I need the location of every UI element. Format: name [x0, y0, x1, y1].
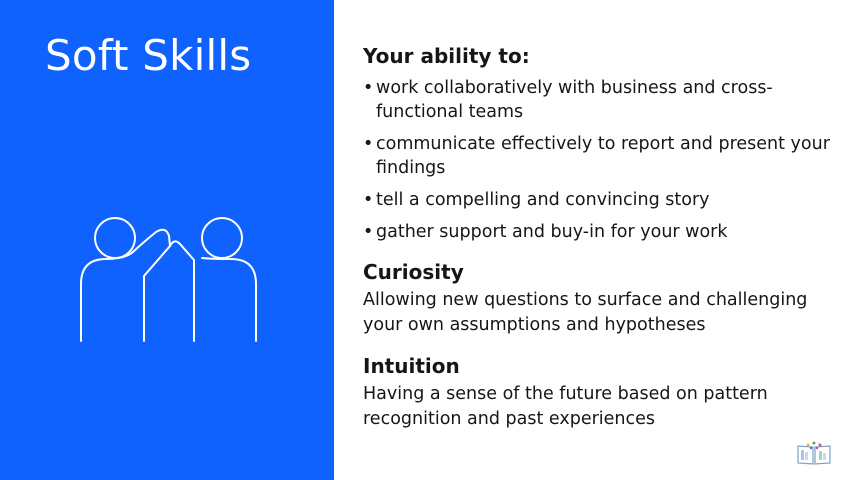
curiosity-heading: Curiosity	[363, 260, 464, 284]
slide-title: Soft Skills	[45, 31, 252, 80]
list-item-text: communicate effectively to report and pr…	[376, 134, 830, 178]
list-item: • gather support and buy-in for your wor…	[363, 220, 833, 244]
list-item-text: work collaboratively with business and c…	[376, 78, 773, 122]
bullet-icon: •	[363, 190, 374, 210]
list-item: • communicate effectively to report and …	[363, 132, 833, 180]
bullet-icon: •	[363, 78, 374, 98]
list-item-text: tell a compelling and convincing story	[376, 190, 710, 210]
list-item-text: gather support and buy-in for your work	[376, 222, 728, 242]
ability-heading: Your ability to:	[363, 44, 530, 68]
high-five-people-icon	[80, 217, 257, 342]
bullet-icon: •	[363, 134, 374, 154]
list-item: • work collaboratively with business and…	[363, 76, 833, 124]
curiosity-section: Curiosity Allowing new questions to surf…	[363, 258, 833, 338]
intuition-section: Intuition Having a sense of the future b…	[363, 352, 833, 432]
curiosity-text: Allowing new questions to surface and ch…	[363, 290, 808, 335]
content-panel: Your ability to: • work collaboratively …	[363, 42, 833, 432]
list-item: • tell a compelling and convincing story	[363, 188, 833, 212]
bullet-icon: •	[363, 222, 374, 242]
intuition-text: Having a sense of the future based on pa…	[363, 384, 768, 429]
ability-list: • work collaboratively with business and…	[363, 76, 833, 244]
book-logo-icon	[797, 441, 831, 465]
left-panel: Soft Skills	[0, 0, 334, 480]
intuition-heading: Intuition	[363, 354, 460, 378]
